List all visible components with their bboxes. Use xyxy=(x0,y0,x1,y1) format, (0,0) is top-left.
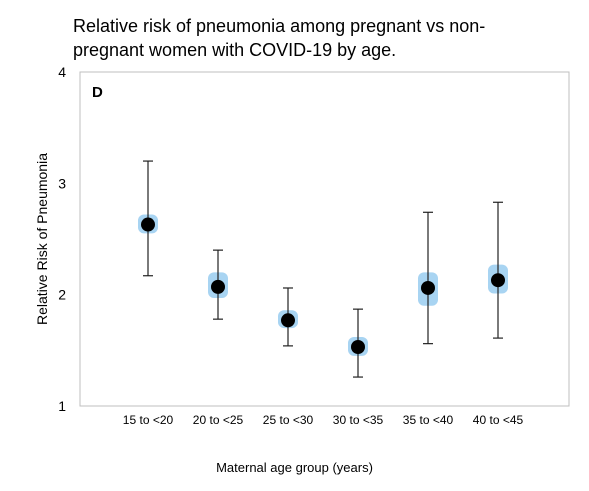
data-point xyxy=(421,280,435,295)
x-tick-label: 15 to <20 xyxy=(123,413,174,427)
x-axis-label: Maternal age group (years) xyxy=(216,460,373,475)
x-axis-ticks: 15 to <20 20 to <25 25 to <30 30 to <35 35 t… xyxy=(123,413,524,427)
y-tick-label: 3 xyxy=(58,175,66,191)
data-point xyxy=(281,313,295,328)
y-axis-ticks: 1 2 3 4 xyxy=(58,64,66,414)
x-tick-label: 20 to <25 xyxy=(193,413,244,427)
y-tick-label: 1 xyxy=(58,398,66,414)
data-point xyxy=(491,273,505,288)
x-tick-label: 30 to <35 xyxy=(333,413,384,427)
panel-label: D xyxy=(92,84,103,101)
y-tick-label: 4 xyxy=(58,64,66,80)
x-tick-label: 35 to <40 xyxy=(403,413,454,427)
x-tick-label: 40 to <45 xyxy=(473,413,524,427)
x-tick-label: 25 to <30 xyxy=(263,413,314,427)
data-point xyxy=(141,217,155,232)
y-axis-label: Relative Risk of Pneumonia xyxy=(34,153,50,325)
data-marks xyxy=(138,160,508,378)
plot-frame xyxy=(79,71,570,407)
y-tick-label: 2 xyxy=(58,287,66,303)
chart-title: Relative risk of pneumonia among pregnan… xyxy=(73,16,486,60)
data-point xyxy=(351,339,365,354)
data-point xyxy=(211,279,225,294)
